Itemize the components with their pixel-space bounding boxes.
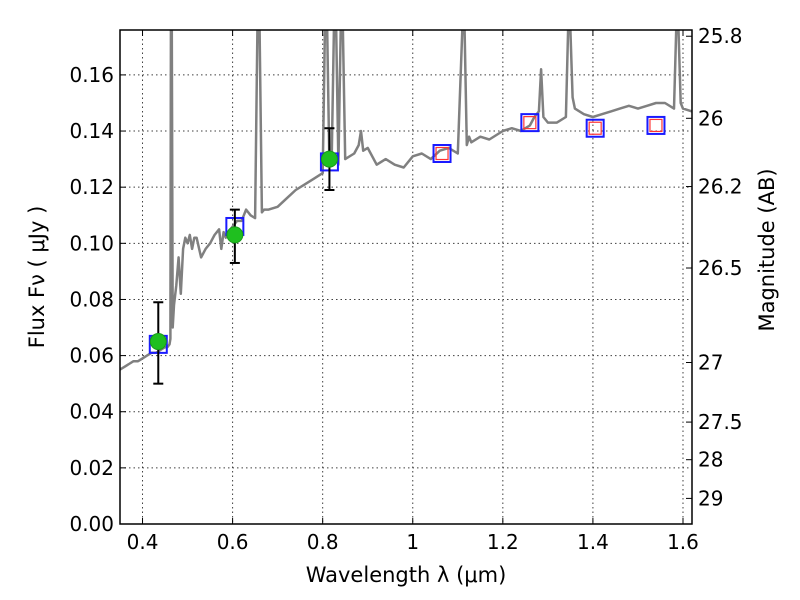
model-square-blue xyxy=(585,118,605,138)
x-tick-label: 1.2 xyxy=(487,530,519,554)
y-tick-label: 0.04 xyxy=(69,400,114,424)
model-square-blue xyxy=(432,144,452,163)
y-tick-label: 0.00 xyxy=(69,512,114,536)
plot-area xyxy=(120,30,692,371)
observed-point xyxy=(226,226,244,244)
y2-tick-label: 29 xyxy=(698,486,723,510)
x-axis-label: Wavelength λ (μm) xyxy=(306,563,507,587)
y2-tick-label: 27.5 xyxy=(698,410,743,434)
model-square-red xyxy=(523,116,537,130)
axes-ticks: 0.4 0.6 0.8 1 1.2 1.4 1.6 0.00 0.02 0.04 0.06 0.08 0… xyxy=(69,24,742,554)
x-tick-label: 0.6 xyxy=(217,530,249,554)
y2-tick-label: 26 xyxy=(698,106,723,130)
y-tick-label: 0.16 xyxy=(69,63,114,87)
y2-axis-label: Magnitude (AB) xyxy=(755,168,779,331)
x-tick-label: 1.4 xyxy=(577,530,609,554)
y2-tick-label: 26.2 xyxy=(698,175,743,199)
y-tick-label: 0.14 xyxy=(69,119,114,143)
y2-tick-label: 26.5 xyxy=(698,256,743,280)
grid xyxy=(120,30,692,525)
model-square-blue xyxy=(646,115,666,135)
x-tick-label: 0.8 xyxy=(307,530,339,554)
observed-point xyxy=(149,333,167,351)
x-tick-label: 0.4 xyxy=(127,530,159,554)
x-tick-label: 1.6 xyxy=(667,530,699,554)
y2-tick-label: 28 xyxy=(698,448,723,472)
spectrum-line xyxy=(120,30,692,371)
y2-tick-label: 25.8 xyxy=(698,24,743,48)
model-square-blue xyxy=(520,113,540,133)
plot-frame xyxy=(119,29,693,525)
y2-tick-label: 27 xyxy=(698,350,723,374)
model-square-red xyxy=(649,118,663,133)
observed-point xyxy=(320,150,338,168)
y-tick-label: 0.06 xyxy=(69,344,114,368)
y-axis-label: Flux Fν ( μJy ) xyxy=(25,206,49,349)
y-tick-label: 0.10 xyxy=(69,231,114,255)
y-tick-label: 0.08 xyxy=(69,287,114,311)
y-tick-label: 0.12 xyxy=(69,175,114,199)
y-tick-label: 0.02 xyxy=(69,456,114,480)
model-square-red xyxy=(435,146,449,161)
model-square-red xyxy=(588,121,602,135)
x-tick-label: 1 xyxy=(406,530,419,554)
